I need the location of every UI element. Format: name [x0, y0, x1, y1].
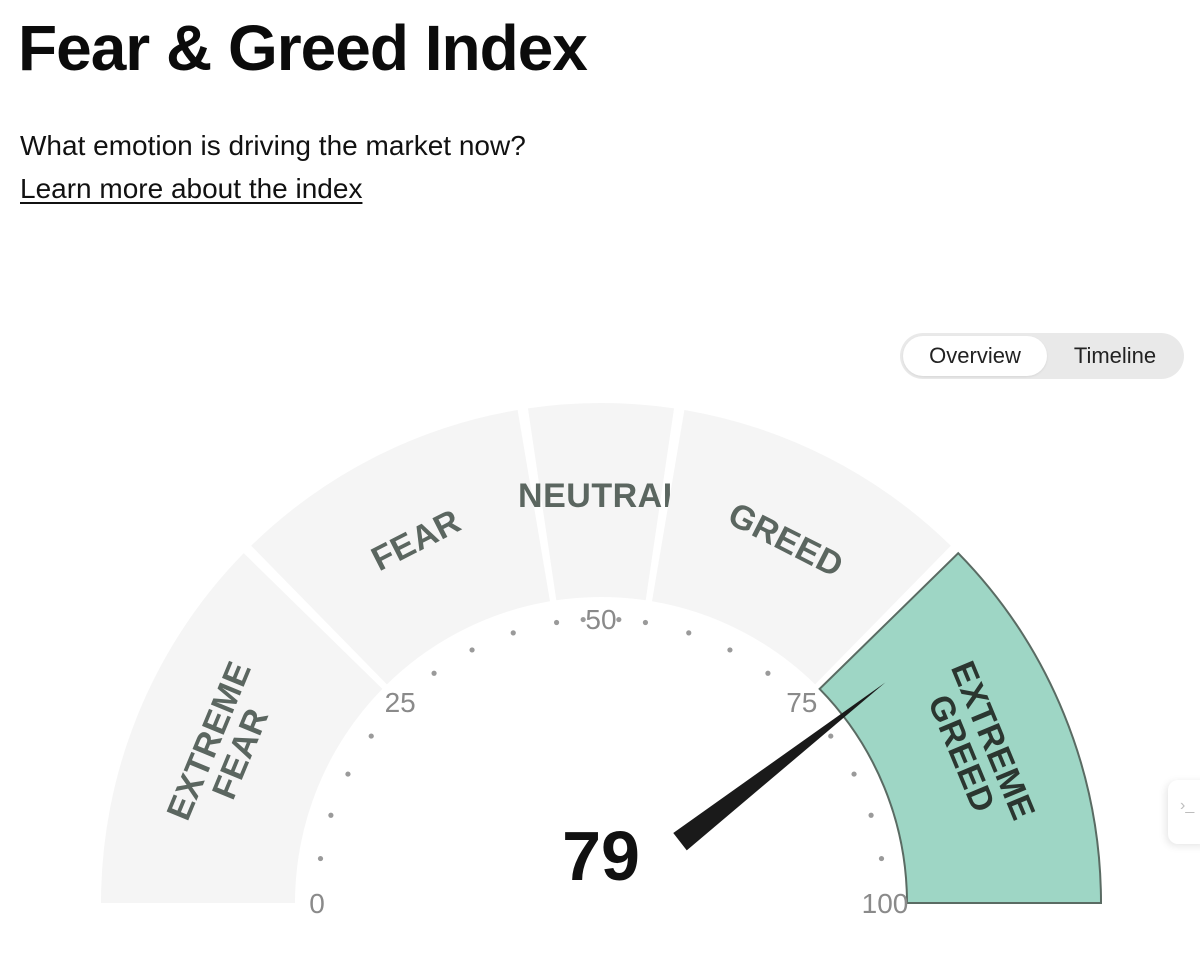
gauge-tick-label: 25	[385, 687, 416, 718]
gauge-tick-dot	[868, 812, 874, 818]
gauge-tick-dot	[727, 647, 733, 653]
gauge-tick-dot	[328, 812, 334, 818]
gauge-tick-dot	[469, 647, 475, 653]
gauge-tick-dot	[765, 670, 771, 676]
gauge-tick-dot	[642, 619, 649, 626]
toggle-overview[interactable]: Overview	[903, 336, 1047, 376]
gauge-tick-dot	[345, 771, 351, 777]
gauge-value: 79	[562, 817, 640, 895]
gauge-tick-dot	[686, 630, 692, 636]
gauge-segment-extreme-greed	[818, 551, 1103, 904]
gauge-tick-dot	[368, 733, 374, 739]
gauge-needle	[673, 682, 886, 851]
gauge-tick-label: 75	[786, 687, 817, 718]
gauge-segment-fear	[251, 410, 550, 685]
gauge-tick-dot	[317, 855, 324, 862]
gauge-tick-dot	[510, 630, 516, 636]
gauge-tick-dot	[851, 771, 857, 777]
gauge-segment-neutral	[527, 402, 675, 601]
page-title: Fear & Greed Index	[18, 12, 588, 84]
gauge-tick-dot	[828, 733, 834, 739]
side-panel-tab[interactable]: ›_	[1168, 780, 1200, 844]
gauge-tick-label: 100	[862, 888, 909, 919]
gauge-segment-greed	[652, 410, 951, 685]
gauge-tick-dot	[580, 616, 586, 623]
page-subtitle: What emotion is driving the market now?	[20, 130, 526, 161]
gauge-tick-dot	[553, 619, 560, 626]
learn-more-link[interactable]: Learn more about the index	[20, 173, 363, 204]
view-toggle: Overview Timeline	[900, 333, 1184, 379]
gauge-value-hub	[501, 803, 701, 940]
gauge-tick-label: 0	[309, 888, 325, 919]
gauge-segment-extreme-fear	[101, 553, 383, 903]
gauge-tick-dot	[616, 616, 622, 623]
toggle-timeline[interactable]: Timeline	[1073, 343, 1157, 368]
gauge-tick-dot	[431, 670, 437, 676]
gauge-segment-label: NEUTRAL	[518, 477, 684, 515]
gauge-tick-label: 50	[585, 604, 616, 635]
gauge-tick-dot	[878, 855, 885, 862]
